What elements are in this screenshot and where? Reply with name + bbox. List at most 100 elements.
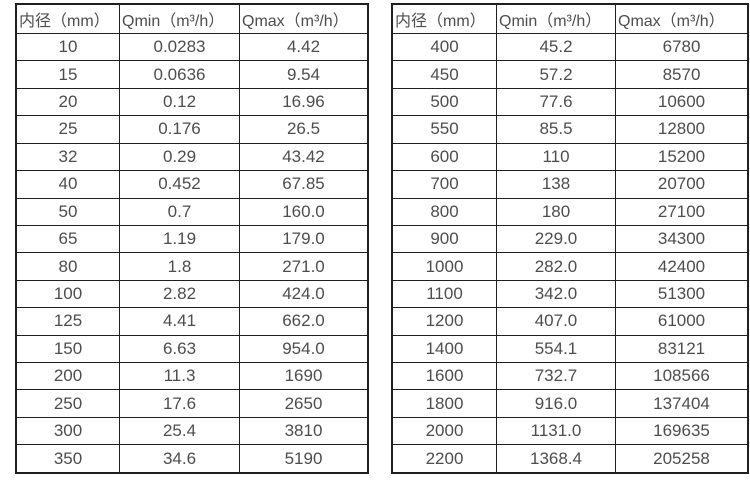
table-row: 65 1.19 179.0 (15, 224, 369, 254)
table-cell: 732.7 (496, 362, 616, 391)
table-cell: 500 (391, 87, 497, 117)
table-cell: 61000 (615, 307, 749, 336)
table-cell: 77.6 (496, 87, 616, 117)
table-cell: 6780 (615, 32, 749, 62)
table-cell: 25 (15, 115, 120, 144)
table-cell: 954.0 (239, 334, 369, 364)
table-cell: 0.0636 (119, 60, 240, 89)
table-cell: 2.82 (119, 279, 240, 309)
table-row: 2000 1131.0 169635 (391, 416, 749, 446)
table-cell: 26.5 (239, 115, 369, 144)
table-row: 250 17.6 2650 (15, 389, 369, 418)
table-row: 100 2.82 424.0 (15, 279, 369, 309)
table-cell: 271.0 (239, 252, 369, 281)
table-cell: 1100 (391, 279, 497, 309)
table-row: 1400 554.1 83121 (391, 334, 749, 364)
table-cell: 16.96 (239, 87, 369, 117)
table-cell: 150 (15, 334, 120, 364)
table-cell: 800 (391, 197, 497, 226)
table-cell: 205258 (615, 444, 749, 474)
table-cell: 1000 (391, 252, 497, 281)
table-cell: 5190 (239, 444, 369, 474)
table-row: 550 85.5 12800 (391, 115, 749, 144)
column-header: Qmax（m³/h） (615, 3, 749, 34)
table-cell: 179.0 (239, 224, 369, 254)
table-cell: 17.6 (119, 389, 240, 418)
table-row: 32 0.29 43.42 (15, 142, 369, 172)
table-row: 50 0.7 160.0 (15, 197, 369, 226)
table-cell: 550 (391, 115, 497, 144)
table-cell: 1368.4 (496, 444, 616, 474)
column-header: Qmin（m³/h） (496, 3, 616, 34)
table-cell: 1690 (239, 362, 369, 391)
table-cell: 85.5 (496, 115, 616, 144)
table-cell: 2650 (239, 389, 369, 418)
table-row: 700 138 20700 (391, 170, 749, 199)
table-cell: 0.7 (119, 197, 240, 226)
table-row: 450 57.2 8570 (391, 60, 749, 89)
table-cell: 900 (391, 224, 497, 254)
table-row: 125 4.41 662.0 (15, 307, 369, 336)
table-cell: 15 (15, 60, 120, 89)
table-cell: 138 (496, 170, 616, 199)
table-header-row: 内径（mm） Qmin（m³/h） Qmax（m³/h） (391, 3, 749, 34)
table-cell: 350 (15, 444, 120, 474)
table-cell: 342.0 (496, 279, 616, 309)
table-cell: 282.0 (496, 252, 616, 281)
table-row: 900 229.0 34300 (391, 224, 749, 254)
table-cell: 15200 (615, 142, 749, 172)
table-cell: 40 (15, 170, 120, 199)
table-cell: 300 (15, 416, 120, 446)
table-cell: 10 (15, 32, 120, 62)
table-cell: 2200 (391, 444, 497, 474)
table-row: 500 77.6 10600 (391, 87, 749, 117)
table-cell: 34300 (615, 224, 749, 254)
table-cell: 0.452 (119, 170, 240, 199)
table-cell: 65 (15, 224, 120, 254)
table-row: 10 0.0283 4.42 (15, 32, 369, 62)
table-cell: 43.42 (239, 142, 369, 172)
table-row: 15 0.0636 9.54 (15, 60, 369, 89)
table-cell: 554.1 (496, 334, 616, 364)
table-cell: 83121 (615, 334, 749, 364)
table-cell: 400 (391, 32, 497, 62)
table-cell: 12800 (615, 115, 749, 144)
table-cell: 662.0 (239, 307, 369, 336)
table-cell: 6.63 (119, 334, 240, 364)
table-row: 2200 1368.4 205258 (391, 444, 749, 474)
table-cell: 169635 (615, 416, 749, 446)
table-row: 300 25.4 3810 (15, 416, 369, 446)
table-cell: 1131.0 (496, 416, 616, 446)
table-cell: 51300 (615, 279, 749, 309)
table-row: 25 0.176 26.5 (15, 115, 369, 144)
table-cell: 229.0 (496, 224, 616, 254)
table-cell: 50 (15, 197, 120, 226)
table-row: 1100 342.0 51300 (391, 279, 749, 309)
table-cell: 20700 (615, 170, 749, 199)
table-row: 1800 916.0 137404 (391, 389, 749, 418)
table-cell: 125 (15, 307, 120, 336)
table-cell: 45.2 (496, 32, 616, 62)
column-header: 内径（mm） (391, 3, 497, 34)
column-header: 内径（mm） (15, 3, 120, 34)
table-cell: 27100 (615, 197, 749, 226)
table-row: 1600 732.7 108566 (391, 362, 749, 391)
table-cell: 1200 (391, 307, 497, 336)
table-cell: 700 (391, 170, 497, 199)
table-cell: 57.2 (496, 60, 616, 89)
table-cell: 8570 (615, 60, 749, 89)
table-cell: 1.8 (119, 252, 240, 281)
table-cell: 3810 (239, 416, 369, 446)
table-row: 1000 282.0 42400 (391, 252, 749, 281)
table-row: 40 0.452 67.85 (15, 170, 369, 199)
table-cell: 600 (391, 142, 497, 172)
table-cell: 1800 (391, 389, 497, 418)
table-row: 350 34.6 5190 (15, 444, 369, 474)
table-row: 80 1.8 271.0 (15, 252, 369, 281)
table-cell: 0.0283 (119, 32, 240, 62)
table-cell: 250 (15, 389, 120, 418)
table-cell: 10600 (615, 87, 749, 117)
table-cell: 110 (496, 142, 616, 172)
table-row: 20 0.12 16.96 (15, 87, 369, 117)
